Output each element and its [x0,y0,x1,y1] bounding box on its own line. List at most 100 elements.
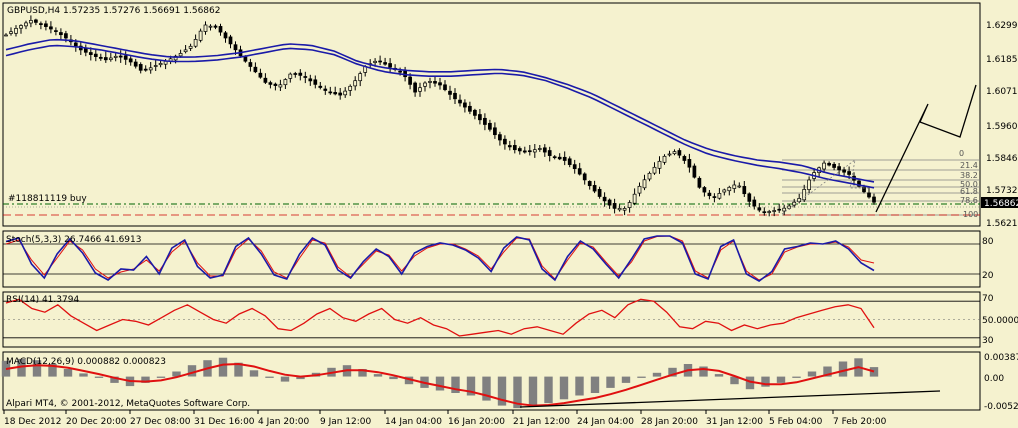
candle-body [717,193,722,199]
candle-body [687,159,692,168]
candle-body [333,92,338,95]
candle-body [682,156,687,161]
candle-body [737,185,742,188]
macd-histogram-bar [79,373,88,377]
candle-body [448,90,452,95]
candle-body [188,45,193,49]
candle-body [438,82,442,86]
candle-body [503,138,507,145]
macd-histogram-bar [668,367,677,377]
candle-body [473,109,477,116]
time-tick-label: 16 Jan 20:00 [448,417,505,427]
macd-tick: 0.00387 [984,353,1018,363]
candle-body [483,117,487,125]
candle-body [383,62,387,65]
candle-body [343,90,348,96]
candle-body [752,199,757,207]
candle-body [542,147,547,153]
candle-body [727,186,732,192]
main-panel-frame [2,2,981,227]
time-axis: 18 Dec 2012 20 Dec 20:00 27 Dec 08:00 31 De… [3,410,887,427]
candle-body [562,156,567,161]
macd-histogram-bar [606,376,615,388]
macd-marks [1,357,941,409]
candle-body [507,145,512,148]
candle-body [637,185,642,194]
candle-body [772,210,777,212]
candle-body [178,53,183,57]
candle-body [29,20,33,24]
macd-histogram-bar [265,376,274,378]
candle-body [547,150,552,156]
rsi-level: 50.0000 [982,316,1018,326]
candle-body [313,79,318,85]
rsi-panel[interactable]: RSI(14) 41.3794 70 50.0000 30 [2,291,1018,348]
candle-body [423,82,427,87]
candle-body [338,92,343,96]
time-tick-label: 18 Dec 2012 [4,417,62,427]
macd-histogram-bar [358,369,367,377]
macd-histogram-bar [234,362,243,377]
macd-histogram-bar [513,376,522,409]
candle-body [88,52,93,55]
macd-histogram-bar [218,357,228,377]
candle-body [258,72,263,78]
rsi-level: 30 [982,336,994,346]
candle-body [378,60,382,63]
candle-body [408,76,412,85]
macd-histogram-bar [823,366,832,377]
candle-body [73,42,78,47]
candle-body [647,172,652,180]
macd-histogram-bar [32,360,42,377]
candle-body [612,203,617,209]
candle-body [14,28,18,34]
symbol-header: GBPUSD,H4 1.57235 1.57276 1.56691 1.5686… [7,6,220,16]
candle-body [677,150,682,156]
candle-body [787,205,792,209]
fibo-level-label: 50.0 [960,180,978,189]
candle-body [652,166,657,174]
rsi-line [5,298,875,337]
macd-histogram-bar [280,376,290,382]
candle-body [857,180,861,187]
candle-body [827,162,831,166]
projection-arrow [875,84,977,213]
fibo-level-label: 0 [959,149,964,158]
ma-slow-line [5,44,875,189]
candle-body [602,196,607,202]
macd-histogram-bar [528,376,538,407]
candle-body [597,189,602,197]
candle-body [522,150,527,153]
macd-tick: -0.00527 [984,402,1018,412]
candle-body [413,82,417,93]
candle-body [83,48,88,53]
fibo-trendline [781,159,871,215]
candle-body [24,22,28,27]
time-tick-label: 14 Jan 04:00 [385,417,442,427]
candle-body [218,26,223,33]
candle-body [153,65,158,67]
time-tick-label: 9 Jan 12:00 [320,417,372,427]
macd-histogram-bar [621,376,631,383]
candle-body [4,34,8,37]
macd-panel[interactable]: MACD(12,26,9) 0.000882 0.000823 0.00387 … [1,351,1018,412]
macd-histogram-bar [869,367,879,377]
main-panel[interactable]: GBPUSD,H4 1.57235 1.57276 1.56691 1.5686… [2,2,1018,229]
candle-body [692,165,697,178]
macd-histogram-bar [110,376,119,383]
candle-body [862,187,866,193]
stochastic-panel[interactable]: Stoch(5,3,3) 26.7466 41.6913 80 20 [2,230,994,288]
candle-body [138,64,143,71]
candle-body [64,33,68,39]
macd-histogram-bar [482,376,491,401]
macd-histogram-bar [559,376,569,400]
candle-body [867,192,871,198]
price-tick: 1.57320 [986,186,1018,196]
macd-histogram-bar [776,376,786,383]
candle-body [702,187,707,193]
candle-body [54,30,58,32]
macd-histogram-bar [451,376,460,393]
macd-histogram-bar [590,376,600,393]
